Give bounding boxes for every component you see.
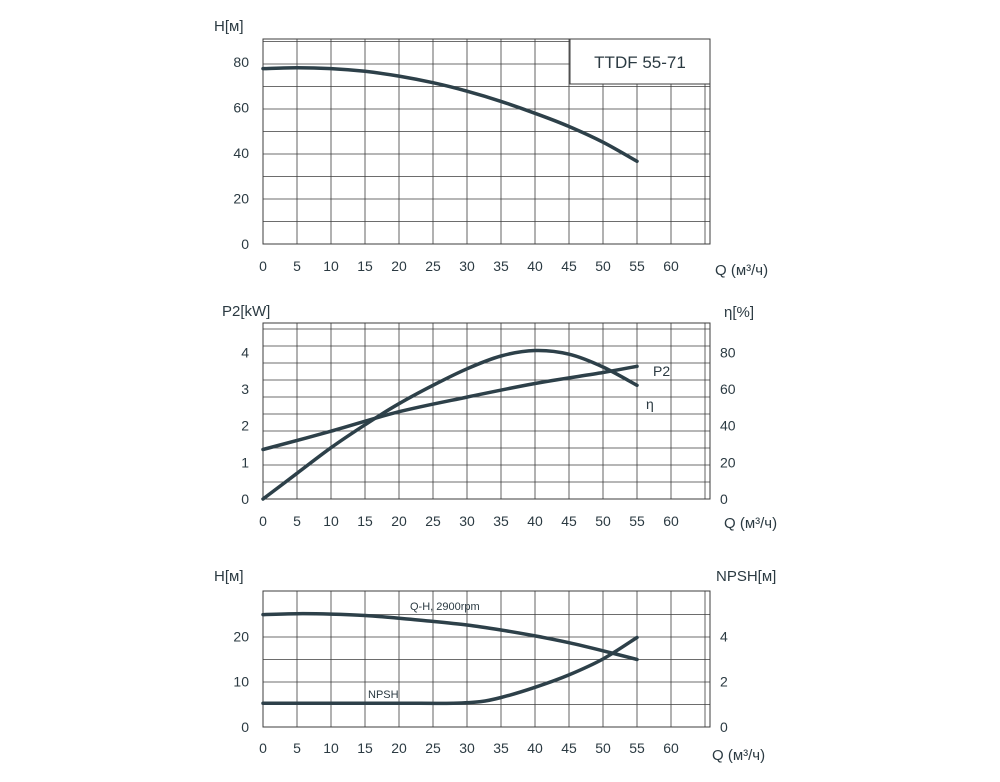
power-y-axis-label: P2[kW] bbox=[222, 303, 270, 320]
y2-tick-label: 80 bbox=[720, 344, 736, 360]
x-tick-label: 0 bbox=[259, 740, 267, 756]
x-tick-label: 40 bbox=[527, 740, 543, 756]
npsh-x-tick-labels: 0 5 10 15 20 25 30 35 40 45 50 55 60 bbox=[259, 740, 679, 756]
x-tick-label: 55 bbox=[629, 740, 645, 756]
qh-chart-frame bbox=[262, 38, 711, 245]
y2-tick-label: 40 bbox=[720, 418, 736, 434]
qh-2900rpm-series-label: Q-H, 2900rpm bbox=[410, 601, 480, 613]
qh-x-axis-label: Q (м³/ч) bbox=[715, 262, 768, 279]
power-x-tick-labels: 0 5 10 15 20 25 30 35 40 45 50 55 60 bbox=[259, 513, 679, 529]
y-tick-label: 40 bbox=[233, 145, 249, 161]
power-y-tick-labels: 0 1 2 3 4 bbox=[241, 344, 249, 507]
x-tick-label: 35 bbox=[493, 740, 509, 756]
x-tick-label: 10 bbox=[323, 513, 339, 529]
p2-series-label: P2 bbox=[653, 363, 670, 379]
x-tick-label: 60 bbox=[663, 740, 679, 756]
x-tick-label: 50 bbox=[595, 740, 611, 756]
p2-curve bbox=[261, 364, 639, 452]
x-tick-label: 45 bbox=[561, 740, 577, 756]
x-tick-label: 15 bbox=[357, 513, 373, 529]
x-tick-label: 0 bbox=[259, 258, 267, 274]
x-tick-label: 55 bbox=[629, 258, 645, 274]
x-tick-label: 50 bbox=[595, 513, 611, 529]
npsh-x-axis-label: Q (м³/ч) bbox=[712, 747, 765, 764]
efficiency-y-tick-labels: 0 20 40 60 80 bbox=[720, 344, 736, 507]
y-tick-label: 4 bbox=[241, 344, 249, 360]
npsh-head-y-axis-label: H[м] bbox=[214, 568, 243, 585]
power-chart-grid bbox=[263, 323, 710, 499]
npsh-y-tick-labels: 0 2 4 bbox=[720, 628, 728, 735]
y2-tick-label: 0 bbox=[720, 491, 728, 507]
x-tick-label: 5 bbox=[293, 258, 301, 274]
x-tick-label: 40 bbox=[527, 513, 543, 529]
y-tick-label: 3 bbox=[241, 381, 249, 397]
power-chart-frame bbox=[262, 322, 711, 500]
y-tick-label: 60 bbox=[233, 99, 249, 115]
y-tick-label: 0 bbox=[241, 491, 249, 507]
qh-y-tick-labels: 0 20 40 60 80 bbox=[233, 54, 249, 252]
x-tick-label: 35 bbox=[493, 513, 509, 529]
efficiency-curve bbox=[261, 348, 639, 501]
y2-tick-label: 2 bbox=[720, 674, 728, 690]
qh-x-tick-labels: 0 5 10 15 20 25 30 35 40 45 50 55 60 bbox=[259, 258, 679, 274]
model-title-box bbox=[569, 38, 711, 85]
y-tick-label: 10 bbox=[233, 674, 249, 690]
x-tick-label: 45 bbox=[561, 513, 577, 529]
x-tick-label: 20 bbox=[391, 258, 407, 274]
x-tick-label: 40 bbox=[527, 258, 543, 274]
y-tick-label: 0 bbox=[241, 236, 249, 252]
npsh-y-axis-label: NPSH[м] bbox=[716, 568, 776, 585]
npsh-chart-frame bbox=[262, 590, 711, 728]
x-tick-label: 20 bbox=[391, 513, 407, 529]
x-tick-label: 45 bbox=[561, 258, 577, 274]
x-tick-label: 15 bbox=[357, 740, 373, 756]
npsh-chart-grid bbox=[263, 591, 710, 727]
x-tick-label: 55 bbox=[629, 513, 645, 529]
efficiency-series-label: η bbox=[646, 396, 654, 412]
x-tick-label: 30 bbox=[459, 258, 475, 274]
qh-y-axis-label: H[м] bbox=[214, 18, 243, 35]
x-tick-label: 60 bbox=[663, 513, 679, 529]
x-tick-label: 10 bbox=[323, 258, 339, 274]
y2-tick-label: 0 bbox=[720, 719, 728, 735]
npsh-curve bbox=[261, 635, 639, 706]
x-tick-label: 25 bbox=[425, 513, 441, 529]
x-tick-label: 60 bbox=[663, 258, 679, 274]
x-tick-label: 30 bbox=[459, 740, 475, 756]
x-tick-label: 0 bbox=[259, 513, 267, 529]
y-tick-label: 2 bbox=[241, 418, 249, 434]
y-tick-label: 1 bbox=[241, 454, 249, 470]
x-tick-label: 15 bbox=[357, 258, 373, 274]
y2-tick-label: 4 bbox=[720, 628, 728, 644]
y-tick-label: 0 bbox=[241, 719, 249, 735]
x-tick-label: 30 bbox=[459, 513, 475, 529]
x-tick-label: 5 bbox=[293, 513, 301, 529]
y2-tick-label: 20 bbox=[720, 454, 736, 470]
power-efficiency-chart: 0 5 10 15 20 25 30 35 40 45 50 55 60 0 1 2 3 4 0 20 40 60 80… bbox=[222, 303, 777, 532]
x-tick-label: 10 bbox=[323, 740, 339, 756]
efficiency-y-axis-label: η[%] bbox=[724, 304, 754, 321]
chart-title: TTDF 55-71 bbox=[594, 53, 686, 72]
x-tick-label: 25 bbox=[425, 258, 441, 274]
y2-tick-label: 60 bbox=[720, 381, 736, 397]
x-tick-label: 35 bbox=[493, 258, 509, 274]
qh-2900rpm-curve bbox=[261, 611, 639, 662]
npsh-chart: 0 5 10 15 20 25 30 35 40 45 50 55 60 0 10 20 0 2 4 Q-H, … bbox=[214, 568, 776, 764]
y-tick-label: 80 bbox=[233, 54, 249, 70]
y-tick-label: 20 bbox=[233, 190, 249, 206]
npsh-head-y-tick-labels: 0 10 20 bbox=[233, 628, 249, 735]
y-tick-label: 20 bbox=[233, 628, 249, 644]
npsh-series-label: NPSH bbox=[368, 689, 399, 701]
x-tick-label: 50 bbox=[595, 258, 611, 274]
qh-chart: 0 5 10 15 20 25 30 35 40 45 50 55 60 0 20 40 60 80 TTDF … bbox=[214, 18, 768, 279]
x-tick-label: 5 bbox=[293, 740, 301, 756]
power-x-axis-label: Q (м³/ч) bbox=[724, 515, 777, 532]
x-tick-label: 20 bbox=[391, 740, 407, 756]
x-tick-label: 25 bbox=[425, 740, 441, 756]
qh-curve bbox=[261, 65, 639, 164]
